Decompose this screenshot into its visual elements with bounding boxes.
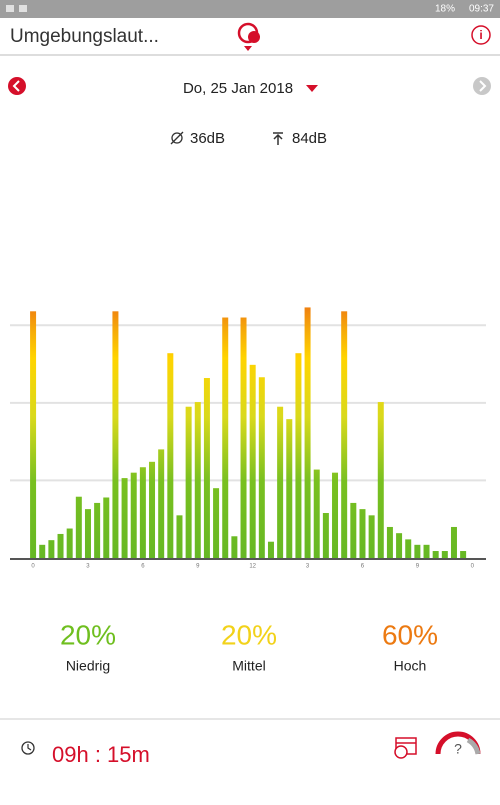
bar: [30, 311, 37, 558]
hearing-button[interactable]: ?: [435, 731, 481, 757]
bar: [112, 311, 119, 558]
x-tick-label: 6: [361, 564, 365, 570]
x-tick-label: 3: [86, 564, 90, 570]
x-tick-label: 9: [196, 564, 200, 570]
bar: [277, 406, 284, 558]
bar: [322, 513, 329, 558]
bar: [368, 515, 375, 558]
x-tick-label: 0: [31, 564, 35, 570]
bar: [304, 307, 311, 558]
bar: [149, 461, 156, 558]
average-icon: [170, 131, 184, 145]
level-percent: 20%: [60, 619, 116, 650]
max-icon: [273, 132, 283, 145]
info-button[interactable]: i: [471, 25, 491, 45]
bar: [432, 551, 439, 558]
level-summary: 20% Niedrig 20% Mittel 60% Hoch: [60, 619, 438, 673]
bar: [231, 536, 238, 558]
bar: [39, 544, 46, 558]
bar: [460, 551, 467, 558]
bar: [139, 467, 146, 558]
x-tick-label: 3: [306, 564, 310, 570]
bar: [377, 402, 384, 558]
bar: [258, 377, 265, 558]
bar: [332, 472, 339, 558]
level-label: Niedrig: [66, 658, 110, 674]
level-label: Mittel: [232, 658, 265, 674]
svg-text:i: i: [479, 28, 482, 42]
x-tick-label: 9: [416, 564, 420, 570]
bar: [103, 497, 110, 558]
level-label: Hoch: [394, 658, 427, 674]
bar: [341, 311, 348, 558]
status-icon: [19, 5, 27, 12]
bar: [130, 472, 137, 558]
bar: [167, 353, 174, 558]
next-day-button[interactable]: [473, 77, 491, 95]
bar: [57, 533, 64, 558]
bar: [423, 544, 430, 558]
bar: [75, 496, 82, 558]
bar: [84, 509, 91, 558]
bar: [414, 544, 421, 558]
bar: [203, 378, 210, 558]
date-dropdown[interactable]: [306, 85, 318, 92]
duration: 09h : 15m: [52, 742, 150, 767]
max-value: 84dB: [292, 130, 327, 147]
bar: [450, 526, 457, 558]
status-bar: [0, 0, 500, 18]
bar: [158, 449, 165, 558]
duration-icon: [21, 741, 35, 755]
x-tick-label: 12: [249, 564, 256, 570]
bar: [121, 478, 128, 558]
battery: 18%: [435, 4, 455, 15]
average-value: 36dB: [190, 130, 225, 147]
bar: [222, 317, 229, 558]
calendar-button[interactable]: [394, 737, 417, 759]
bar: [94, 502, 101, 558]
bar: [240, 317, 247, 558]
bar: [185, 406, 192, 558]
x-tick-label: 6: [141, 564, 145, 570]
bar: [405, 539, 412, 558]
chart: 0 3 6 9 12 3 6 9 0: [10, 307, 486, 570]
bar: [396, 533, 403, 558]
header-title: Umgebungslaut...: [10, 26, 159, 47]
level-percent: 20%: [221, 619, 277, 650]
bar: [286, 419, 293, 558]
bar: [194, 402, 201, 558]
bar: [267, 541, 274, 558]
bar: [66, 528, 73, 558]
status-icon: [6, 5, 14, 12]
bar: [48, 540, 55, 558]
bar: [441, 551, 448, 558]
clock: 09:37: [469, 4, 494, 15]
bar: [213, 488, 220, 558]
bar: [350, 502, 357, 558]
date-label[interactable]: Do, 25 Jan 2018: [183, 80, 293, 97]
bar: [359, 509, 366, 558]
prev-day-button[interactable]: [8, 77, 26, 95]
svg-text:?: ?: [454, 741, 462, 757]
app-logo: [237, 22, 260, 51]
bar: [176, 515, 183, 558]
bar: [295, 353, 302, 558]
x-tick-label: 0: [471, 564, 475, 570]
level-percent: 60%: [382, 619, 438, 650]
bar: [249, 364, 256, 558]
bar: [386, 526, 393, 558]
bar: [313, 469, 320, 558]
